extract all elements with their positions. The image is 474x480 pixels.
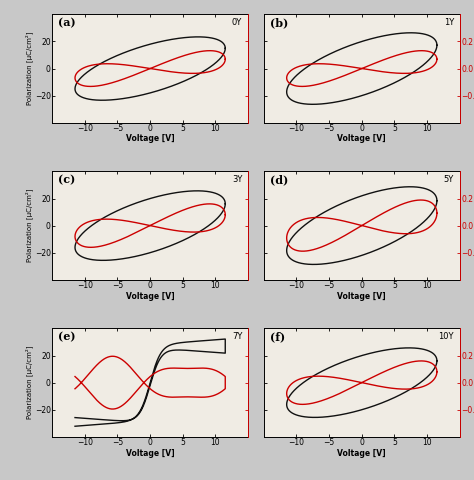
X-axis label: Voltage [V]: Voltage [V] [337,449,386,457]
X-axis label: Voltage [V]: Voltage [V] [126,291,174,300]
Text: (b): (b) [270,18,288,29]
X-axis label: Voltage [V]: Voltage [V] [337,134,386,144]
Text: 0Y: 0Y [232,18,242,27]
Text: (e): (e) [58,332,75,343]
Text: 3Y: 3Y [232,175,242,184]
X-axis label: Voltage [V]: Voltage [V] [337,291,386,300]
Y-axis label: Polarization [μC/cm²]: Polarization [μC/cm²] [26,32,33,105]
Text: (f): (f) [270,332,285,343]
Text: (d): (d) [270,175,288,186]
X-axis label: Voltage [V]: Voltage [V] [126,134,174,144]
Text: (a): (a) [58,18,76,29]
Text: 10Y: 10Y [438,332,454,341]
Text: 5Y: 5Y [444,175,454,184]
Y-axis label: Polarization [μC/cm²]: Polarization [μC/cm²] [26,346,33,420]
X-axis label: Voltage [V]: Voltage [V] [126,449,174,457]
Y-axis label: Polarization [μC/cm²]: Polarization [μC/cm²] [26,189,33,263]
Text: 1Y: 1Y [444,18,454,27]
Text: (c): (c) [58,175,75,186]
Text: 7Y: 7Y [232,332,242,341]
